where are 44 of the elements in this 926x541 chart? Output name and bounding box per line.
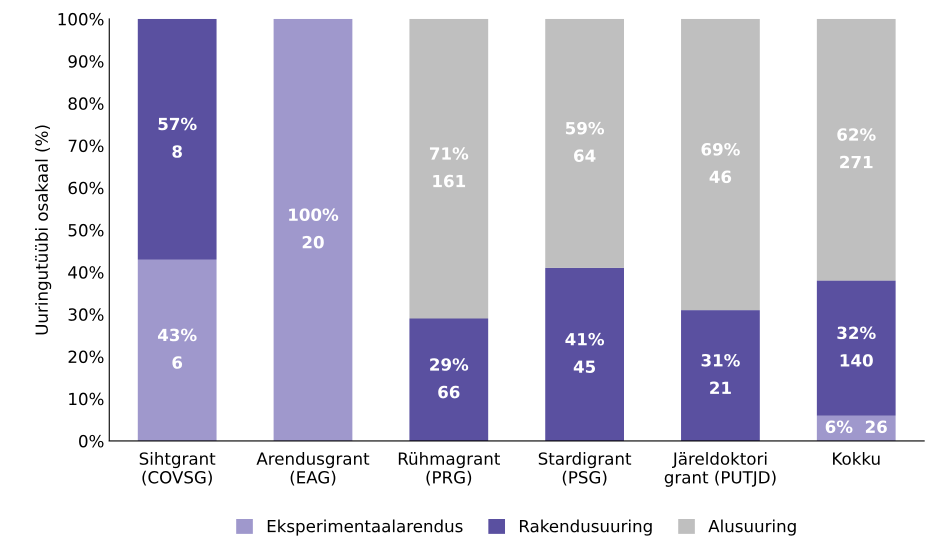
y-tick-label: 0% bbox=[79, 434, 104, 448]
x-tick-label: Kokku bbox=[833, 452, 880, 465]
data-label: 43% 6 bbox=[158, 328, 197, 369]
data-label: 32% 140 bbox=[837, 326, 876, 367]
y-tick-label: 40% bbox=[68, 266, 104, 279]
legend-label: Eksperimentaalarendus bbox=[268, 520, 463, 536]
data-label: 62% 271 bbox=[837, 128, 876, 168]
data-label: 57% 8 bbox=[158, 118, 197, 158]
bar bbox=[681, 18, 760, 310]
x-tick-label: Sihtgrant (COVSG) bbox=[140, 452, 216, 486]
data-label: 71% 161 bbox=[430, 147, 468, 188]
bar bbox=[274, 18, 352, 441]
legend-label: Rakendusuuring bbox=[520, 520, 652, 536]
y-tick-label: 10% bbox=[69, 392, 104, 406]
bar bbox=[816, 280, 896, 416]
bar bbox=[681, 310, 760, 441]
data-label: 29% 66 bbox=[430, 358, 468, 398]
data-label: 59% 64 bbox=[566, 122, 604, 162]
x-tick-label: Järeldoktori grant (PUTJD) bbox=[664, 452, 776, 487]
x-tick-label: Arendusgrant (EAG) bbox=[256, 452, 370, 486]
data-label: 6% 26 bbox=[826, 420, 887, 434]
y-tick-label: 80% bbox=[68, 97, 104, 110]
data-label: 41% 45 bbox=[565, 332, 604, 374]
bar bbox=[545, 268, 624, 441]
x-tick-label: Stardigrant (PSG) bbox=[538, 452, 632, 486]
y-tick-label: 100% bbox=[58, 12, 104, 26]
data-label: 31% 21 bbox=[702, 354, 740, 394]
y-tick-label: 90% bbox=[68, 55, 104, 68]
x-tick-label: Rühmagrant (PRG) bbox=[398, 452, 500, 486]
y-tick-label: 60% bbox=[68, 182, 104, 194]
y-tick-label: 20% bbox=[68, 350, 104, 364]
y-tick-label: 50% bbox=[68, 224, 104, 236]
bar bbox=[138, 18, 217, 260]
y-axis-title: Uuringutüübi osakaal (%) bbox=[35, 125, 52, 334]
legend-label: Alusuuring bbox=[708, 520, 796, 536]
y-tick-label: 30% bbox=[68, 308, 104, 321]
bar bbox=[409, 318, 488, 441]
bar bbox=[138, 259, 217, 441]
bar bbox=[409, 18, 488, 319]
data-label: 100% 20 bbox=[289, 208, 338, 249]
bar bbox=[545, 18, 624, 268]
data-label: 69% 46 bbox=[702, 142, 740, 184]
y-tick-label: 70% bbox=[68, 139, 104, 152]
bar bbox=[816, 18, 896, 281]
